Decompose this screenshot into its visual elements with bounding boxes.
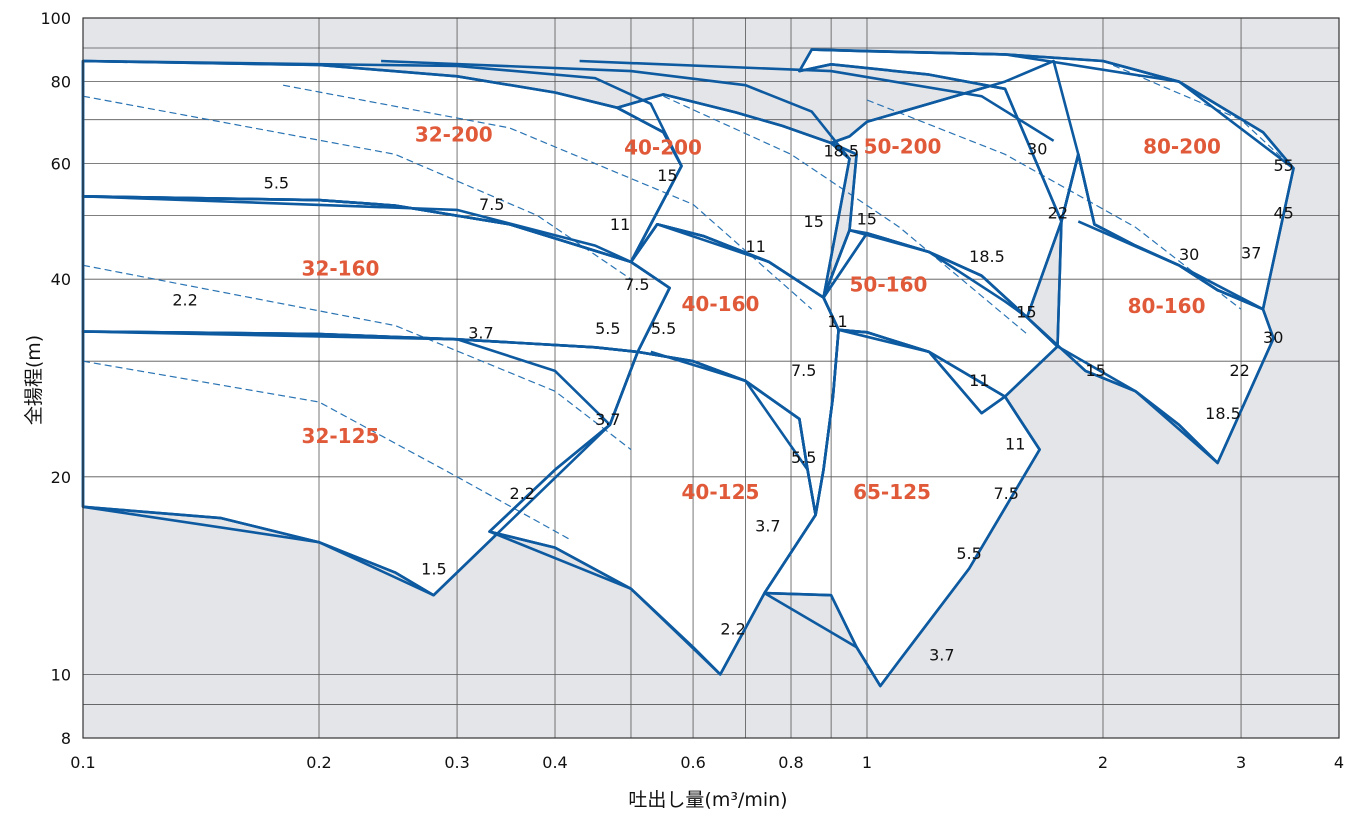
model-label: 50-200 bbox=[864, 134, 942, 158]
x-tick-label: 0.4 bbox=[542, 753, 567, 772]
x-tick-label: 0.3 bbox=[444, 753, 469, 772]
power-label: 7.5 bbox=[994, 484, 1019, 503]
power-label: 15 bbox=[657, 166, 677, 185]
y-tick-label: 60 bbox=[51, 155, 71, 174]
power-label: 5.5 bbox=[595, 319, 620, 338]
power-label: 37 bbox=[1241, 244, 1261, 263]
x-tick-label: 0.6 bbox=[680, 753, 705, 772]
y-tick-label: 20 bbox=[51, 468, 71, 487]
x-tick-label: 1 bbox=[862, 753, 872, 772]
power-label: 7.5 bbox=[479, 195, 504, 214]
power-label: 3.7 bbox=[755, 517, 780, 536]
power-label: 7.5 bbox=[791, 361, 816, 380]
power-label: 18.5 bbox=[1205, 404, 1241, 423]
power-label: 3.7 bbox=[929, 645, 954, 664]
y-tick-label: 10 bbox=[51, 665, 71, 684]
power-label: 45 bbox=[1274, 203, 1294, 222]
plot-frame bbox=[82, 17, 1340, 739]
power-label: 3.7 bbox=[468, 323, 493, 342]
power-label: 15 bbox=[1086, 361, 1106, 380]
x-tick-label: 2 bbox=[1098, 753, 1108, 772]
model-label: 40-125 bbox=[682, 480, 760, 504]
power-line bbox=[663, 95, 1028, 335]
model-label: 80-160 bbox=[1128, 294, 1206, 318]
power-label: 5.5 bbox=[956, 544, 981, 563]
model-label: 32-160 bbox=[302, 257, 380, 281]
power-label: 18.5 bbox=[823, 142, 859, 161]
power-label: 18.5 bbox=[969, 247, 1005, 266]
model-label: 32-200 bbox=[415, 123, 493, 147]
y-tick-label: 8 bbox=[61, 729, 71, 748]
power-label: 2.2 bbox=[720, 620, 745, 639]
y-tick-label: 100 bbox=[40, 9, 71, 28]
power-label: 1.5 bbox=[421, 559, 446, 578]
x-tick-label: 4 bbox=[1334, 753, 1344, 772]
model-label: 32-125 bbox=[302, 424, 380, 448]
performance-curves bbox=[81, 48, 1295, 688]
power-label: 30 bbox=[1179, 245, 1199, 264]
power-label: 22 bbox=[1048, 203, 1068, 222]
power-label: 11 bbox=[827, 312, 847, 331]
region-outline bbox=[798, 48, 1295, 311]
power-label: 3.7 bbox=[595, 410, 620, 429]
power-label: 11 bbox=[1005, 435, 1025, 454]
model-label: 40-200 bbox=[624, 135, 702, 159]
y-tick-label: 80 bbox=[51, 73, 71, 92]
power-label: 7.5 bbox=[624, 275, 649, 294]
performance-curve bbox=[82, 59, 683, 167]
power-label: 11 bbox=[746, 237, 766, 256]
region-outline bbox=[615, 93, 851, 299]
x-axis-label: 吐出し量(m³/min) bbox=[628, 789, 787, 811]
power-label: 5.5 bbox=[264, 173, 289, 192]
model-label: 65-125 bbox=[853, 480, 931, 504]
power-label: 15 bbox=[857, 209, 877, 228]
power-label: 5.5 bbox=[791, 448, 816, 467]
region-labels: 32-125 32-160 32-200 40-125 40-160 40-200 65-1… bbox=[172, 123, 1294, 665]
performance-curve bbox=[82, 195, 632, 264]
model-label: 80-200 bbox=[1143, 134, 1221, 158]
region-outline bbox=[822, 59, 1080, 319]
plot-border bbox=[82, 17, 1340, 739]
power-label: 11 bbox=[610, 215, 630, 234]
power-line bbox=[82, 264, 632, 451]
power-label: 22 bbox=[1230, 361, 1250, 380]
power-label: 2.2 bbox=[172, 290, 197, 309]
y-tick-label: 40 bbox=[51, 270, 71, 289]
x-tick-label: 3 bbox=[1236, 753, 1246, 772]
power-label: 5.5 bbox=[651, 319, 676, 338]
power-label: 15 bbox=[1016, 302, 1036, 321]
performance-curve bbox=[381, 59, 851, 160]
x-tick-label: 0.1 bbox=[70, 753, 95, 772]
y-axis-label: 全揚程(m) bbox=[23, 335, 45, 425]
power-label: 55 bbox=[1274, 156, 1294, 175]
model-label: 40-160 bbox=[682, 292, 760, 316]
x-tick-label: 0.2 bbox=[306, 753, 331, 772]
power-label: 30 bbox=[1027, 139, 1047, 158]
power-label: 2.2 bbox=[510, 484, 535, 503]
tick-labels: 0.1 0.2 0.3 0.4 0.6 0.8 1 2 3 4 8 10 20 40 60 80 100 bbox=[40, 9, 1344, 772]
x-tick-label: 0.8 bbox=[778, 753, 803, 772]
performance-curve bbox=[82, 330, 611, 426]
power-label: 11 bbox=[969, 371, 989, 390]
power-label: 15 bbox=[804, 212, 824, 231]
power-label: 30 bbox=[1263, 328, 1283, 347]
model-label: 50-160 bbox=[850, 273, 928, 297]
region-outline bbox=[763, 328, 1041, 688]
